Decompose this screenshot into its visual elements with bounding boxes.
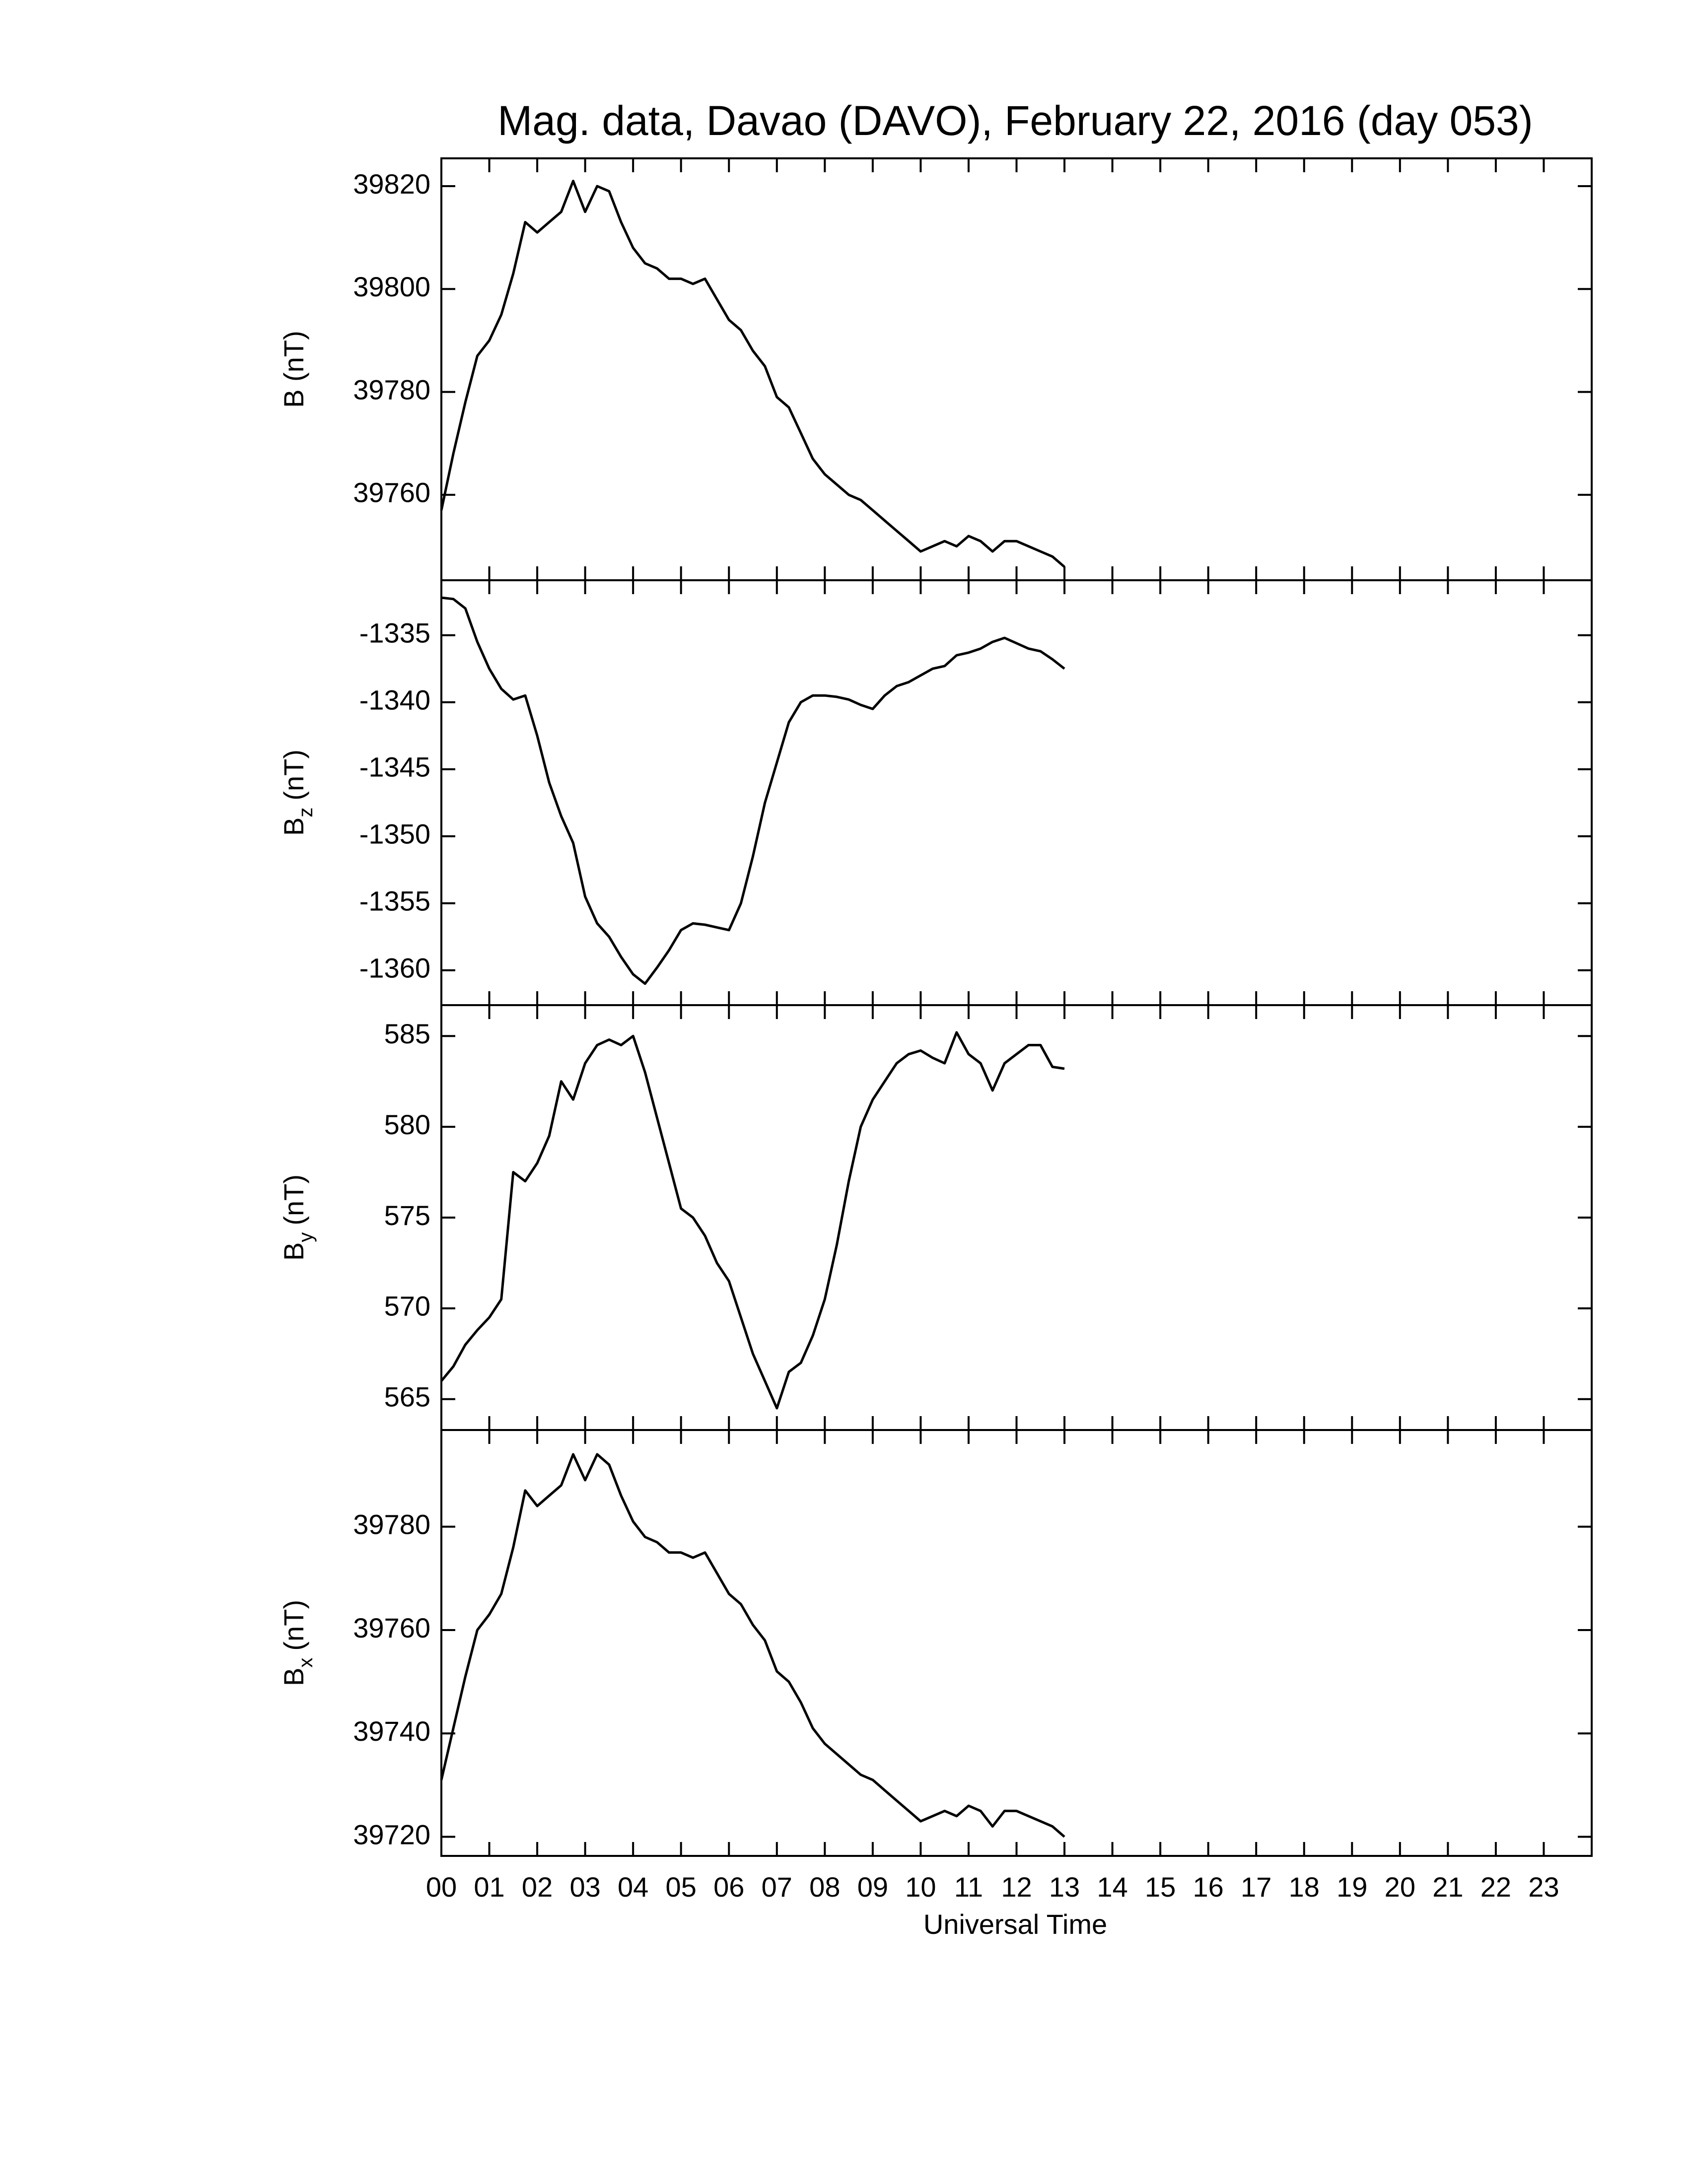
x-tick-label: 08 — [809, 1871, 840, 1903]
x-tick-label: 10 — [905, 1871, 936, 1903]
x-tick-label: 19 — [1336, 1871, 1367, 1903]
y-axis-label: Bz (nT) — [278, 750, 317, 836]
x-tick-label: 05 — [666, 1871, 697, 1903]
y-tick-label: 585 — [384, 1018, 430, 1049]
x-tick-label: 14 — [1097, 1871, 1127, 1903]
x-tick-label: 18 — [1289, 1871, 1320, 1903]
y-axis-label-part: z — [295, 808, 317, 818]
y-axis-label-part: B — [278, 818, 309, 836]
x-tick-label: 04 — [618, 1871, 648, 1903]
y-tick-label: 39720 — [353, 1819, 430, 1850]
x-tick-label: 06 — [713, 1871, 744, 1903]
x-tick-label: 16 — [1193, 1871, 1224, 1903]
x-axis-label: Universal Time — [923, 1909, 1107, 1940]
x-tick-label: 11 — [954, 1871, 983, 1903]
y-axis-label-part: (nT) — [278, 1174, 309, 1226]
y-tick-label: -1360 — [359, 953, 430, 984]
y-tick-label: 39760 — [353, 1612, 430, 1643]
x-tick-label: 01 — [474, 1871, 504, 1903]
y-tick-label: 39740 — [353, 1715, 430, 1747]
y-axis-label-part: (nT) — [278, 750, 309, 801]
y-axis-label: By (nT) — [278, 1174, 317, 1261]
y-tick-label: 565 — [384, 1381, 430, 1413]
y-tick-label: 580 — [384, 1109, 430, 1140]
data-line — [440, 1031, 1065, 1410]
x-tick-label: 23 — [1528, 1871, 1559, 1903]
x-tick-label: 20 — [1385, 1871, 1415, 1903]
x-tick-label: 15 — [1145, 1871, 1176, 1903]
y-axis-label-part: B (nT) — [278, 331, 309, 408]
data-line — [441, 596, 1065, 985]
y-tick-label: 39760 — [353, 477, 430, 508]
x-tick-label: 12 — [1001, 1871, 1032, 1903]
y-tick-label: 575 — [384, 1200, 430, 1231]
x-tick-label: 07 — [762, 1871, 792, 1903]
x-tick-label: 02 — [522, 1871, 553, 1903]
y-axis-label: B (nT) — [278, 331, 309, 408]
y-tick-label: 39780 — [353, 374, 430, 405]
x-tick-label: 03 — [569, 1871, 600, 1903]
x-tick-label: 13 — [1049, 1871, 1080, 1903]
y-tick-label: -1345 — [359, 751, 430, 783]
y-axis-label-part: B — [278, 1668, 309, 1686]
y-axis-label-part: x — [295, 1658, 317, 1668]
x-tick-label: 22 — [1480, 1871, 1511, 1903]
y-tick-label: 570 — [384, 1291, 430, 1322]
x-tick-label: 17 — [1241, 1871, 1271, 1903]
y-axis-label: Bx (nT) — [278, 1600, 317, 1686]
y-axis-label-part: y — [295, 1232, 317, 1242]
y-tick-label: 39780 — [353, 1509, 430, 1540]
data-line — [440, 180, 1065, 568]
x-tick-label: 21 — [1432, 1871, 1463, 1903]
y-tick-label: 39820 — [353, 168, 430, 200]
x-tick-label: 00 — [426, 1871, 457, 1903]
y-axis-label-part: B — [278, 1242, 309, 1261]
y-tick-label: -1355 — [359, 886, 430, 917]
y-tick-label: -1340 — [359, 684, 430, 716]
y-axis-label-part: (nT) — [278, 1600, 309, 1651]
data-line — [440, 1453, 1065, 1838]
chart-title: Mag. data, Davao (DAVO), February 22, 20… — [497, 97, 1533, 144]
y-tick-label: -1335 — [359, 617, 430, 649]
y-tick-label: -1350 — [359, 819, 430, 850]
y-tick-label: 39800 — [353, 271, 430, 302]
x-tick-label: 09 — [857, 1871, 888, 1903]
